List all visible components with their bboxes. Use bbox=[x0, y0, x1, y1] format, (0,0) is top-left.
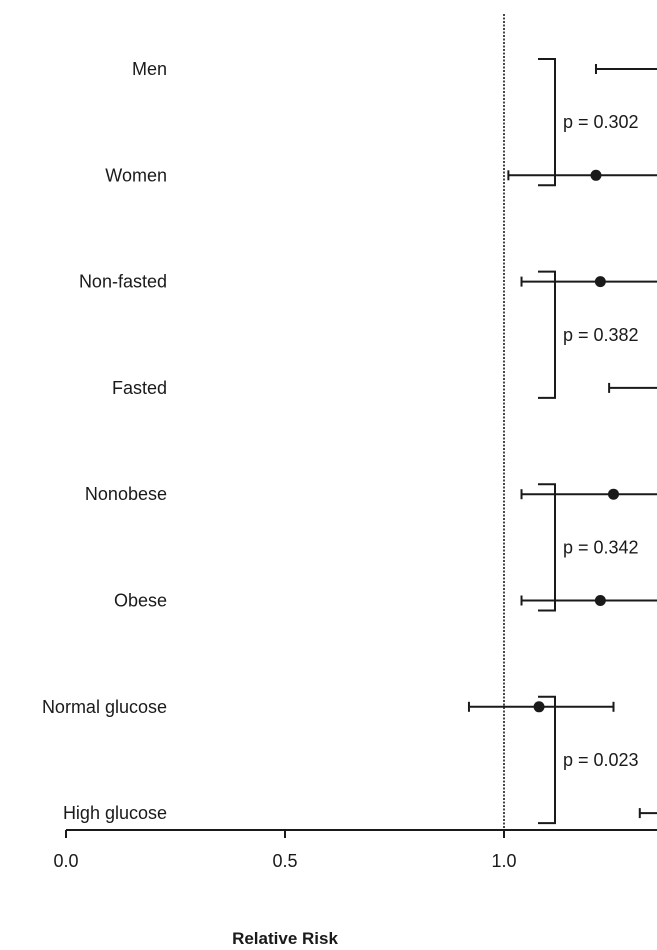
row-labels: Men Women Non-fasted Fasted Nonobese Obese Nor… bbox=[42, 59, 167, 823]
p-value-label: p = 0.023 bbox=[563, 750, 639, 770]
point-estimate bbox=[594, 595, 606, 606]
x-axis: 0.00.51.01.52.0 bbox=[53, 829, 657, 871]
x-tick-label: 0.0 bbox=[53, 851, 78, 871]
row-label: Non-fasted bbox=[79, 272, 167, 292]
group-bracket bbox=[538, 695, 556, 825]
row-label: Men bbox=[132, 59, 167, 79]
p-value-label: p = 0.302 bbox=[563, 112, 639, 132]
group-bracket bbox=[538, 270, 556, 399]
confidence-intervals bbox=[467, 64, 657, 819]
row-label: Normal glucose bbox=[42, 697, 167, 717]
point-estimate bbox=[594, 276, 606, 288]
point-estimate bbox=[590, 169, 602, 181]
row-label: Obese bbox=[114, 591, 167, 611]
row-label: Nonobese bbox=[85, 484, 167, 504]
group-bracket bbox=[538, 483, 556, 612]
group-brackets: p = 0.302 p = 0.382 p = 0.342 p = 0.023 bbox=[538, 58, 639, 825]
p-value-label: p = 0.382 bbox=[563, 325, 639, 345]
row-label: High glucose bbox=[63, 803, 167, 823]
point-estimate bbox=[533, 701, 545, 713]
row-label: Fasted bbox=[112, 378, 167, 398]
row-label: Women bbox=[105, 165, 167, 185]
x-axis-label: Relative Risk bbox=[232, 929, 338, 948]
p-value-label: p = 0.342 bbox=[563, 537, 639, 557]
group-bracket bbox=[538, 58, 556, 187]
x-tick-label: 1.0 bbox=[491, 851, 516, 871]
point-estimate bbox=[608, 488, 619, 500]
x-tick-label: 0.5 bbox=[272, 851, 297, 871]
